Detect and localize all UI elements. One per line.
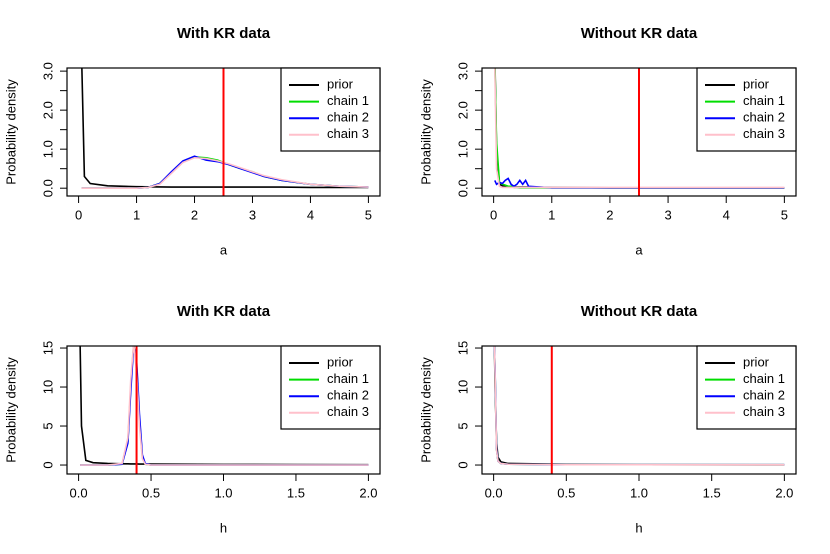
- y-tick-label: 10: [40, 380, 55, 394]
- legend-box: [696, 67, 797, 152]
- legend-label: chain 1: [327, 371, 369, 386]
- legend-label: chain 2: [327, 110, 369, 125]
- y-tick-label: 10: [455, 380, 470, 394]
- legend-label: chain 2: [743, 388, 785, 403]
- density-line: [493, 346, 785, 466]
- chart-title: With KR data: [177, 25, 271, 42]
- density-line: [79, 346, 369, 466]
- y-tick-label: 2.0: [455, 101, 470, 119]
- x-tick-label: 5: [365, 207, 372, 222]
- y-tick-label: 0: [40, 461, 55, 468]
- plot-area: [81, 68, 369, 196]
- x-tick-label: 2: [606, 207, 613, 222]
- legend-label: chain 1: [743, 93, 785, 108]
- x-tick-label: 1: [548, 207, 555, 222]
- x-tick-label: 2.0: [359, 485, 377, 500]
- legend-label: prior: [743, 354, 770, 369]
- legend-label: chain 3: [743, 126, 785, 141]
- legend-label: prior: [743, 76, 770, 91]
- y-axis-label: Probability density: [418, 357, 433, 463]
- x-tick-label: 4: [723, 207, 730, 222]
- y-tick-label: 1.0: [455, 140, 470, 158]
- y-tick-label: 0: [455, 461, 470, 468]
- plot-area: [494, 68, 785, 196]
- x-tick-label: 3: [664, 207, 671, 222]
- x-tick-label: 5: [781, 207, 788, 222]
- y-axis-label: Probability density: [3, 357, 18, 463]
- x-tick-label: 0.5: [142, 485, 160, 500]
- legend-box: [280, 67, 381, 152]
- x-tick-label: 2: [191, 207, 198, 222]
- plot-area: [79, 346, 369, 474]
- y-tick-label: 5: [455, 422, 470, 429]
- x-tick-label: 1.5: [703, 485, 721, 500]
- legend-label: chain 3: [327, 404, 369, 419]
- chart-title: With KR data: [177, 303, 271, 320]
- x-tick-label: 1.0: [630, 485, 648, 500]
- x-tick-label: 0.5: [557, 485, 575, 500]
- x-axis-label: a: [635, 242, 643, 257]
- x-tick-label: 1: [133, 207, 140, 222]
- legend-label: prior: [327, 354, 354, 369]
- y-tick-label: 1.0: [40, 140, 55, 158]
- x-tick-label: 1.5: [287, 485, 305, 500]
- plot-area: [493, 346, 785, 474]
- legend-label: chain 3: [743, 404, 785, 419]
- legend-label: chain 2: [327, 388, 369, 403]
- legend-label: chain 3: [327, 126, 369, 141]
- y-tick-label: 3.0: [455, 62, 470, 80]
- x-tick-label: 0.0: [485, 485, 503, 500]
- density-line: [81, 156, 369, 189]
- legend-box: [280, 345, 381, 430]
- density-line: [81, 155, 369, 189]
- legend-label: chain 2: [743, 110, 785, 125]
- legend-label: chain 1: [743, 371, 785, 386]
- x-tick-label: 2.0: [775, 485, 793, 500]
- y-tick-label: 0.0: [455, 179, 470, 197]
- legend-box: [696, 345, 797, 430]
- chart-title: Without KR data: [581, 25, 698, 42]
- y-tick-label: 5: [40, 422, 55, 429]
- chart-title: Without KR data: [581, 303, 698, 320]
- density-line: [81, 156, 369, 189]
- density-line: [80, 346, 369, 466]
- x-axis-label: h: [220, 520, 227, 535]
- x-tick-label: 3: [249, 207, 256, 222]
- x-axis-label: h: [635, 520, 642, 535]
- x-tick-label: 0.0: [70, 485, 88, 500]
- y-tick-label: 2.0: [40, 101, 55, 119]
- x-axis-label: a: [220, 242, 228, 257]
- x-tick-label: 0: [75, 207, 82, 222]
- y-tick-label: 15: [455, 341, 470, 355]
- legend-label: chain 1: [327, 93, 369, 108]
- legend-label: prior: [327, 76, 354, 91]
- y-tick-label: 0.0: [40, 179, 55, 197]
- y-tick-label: 3.0: [40, 62, 55, 80]
- density-line: [494, 68, 785, 189]
- y-axis-label: Probability density: [3, 79, 18, 185]
- x-tick-label: 0: [490, 207, 497, 222]
- y-tick-label: 15: [40, 341, 55, 355]
- x-tick-label: 1.0: [214, 485, 232, 500]
- density-line: [81, 68, 369, 189]
- y-axis-label: Probability density: [418, 79, 433, 185]
- x-tick-label: 4: [307, 207, 314, 222]
